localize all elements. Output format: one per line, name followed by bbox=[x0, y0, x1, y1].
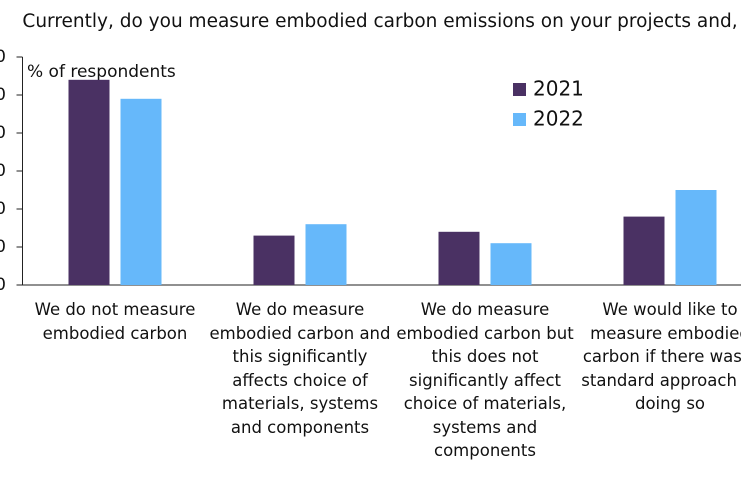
bar bbox=[623, 216, 665, 285]
legend-label: 2022 bbox=[533, 107, 584, 131]
y-tick-label: 60 bbox=[0, 47, 6, 67]
legend-label: 2021 bbox=[533, 77, 584, 101]
x-tick-label: We do measure embodied carbon but this d… bbox=[396, 300, 574, 460]
legend-swatch bbox=[513, 113, 526, 126]
bar bbox=[253, 235, 295, 285]
x-tick-label: We do measure embodied carbon and this s… bbox=[209, 300, 391, 437]
bar bbox=[438, 231, 480, 285]
y-tick-label: 10 bbox=[0, 237, 6, 257]
x-tick-label: We do not measure embodied carbon bbox=[34, 300, 196, 343]
bar bbox=[68, 79, 110, 285]
y-tick-label: 0 bbox=[0, 275, 6, 295]
bar bbox=[675, 190, 717, 285]
y-axis-label: % of respondents bbox=[27, 62, 176, 82]
bar bbox=[120, 98, 162, 285]
bar bbox=[490, 243, 532, 285]
bar bbox=[305, 224, 347, 285]
y-tick-label: 50 bbox=[0, 85, 6, 105]
y-tick-label: 30 bbox=[0, 161, 6, 181]
x-tick-label: We would like to measure embodied carbon… bbox=[581, 300, 741, 413]
legend-swatch bbox=[513, 83, 526, 96]
chart-title: Currently, do you measure embodied carbo… bbox=[22, 11, 737, 32]
y-tick-label: 40 bbox=[0, 123, 6, 143]
y-tick-label: 20 bbox=[0, 199, 6, 219]
